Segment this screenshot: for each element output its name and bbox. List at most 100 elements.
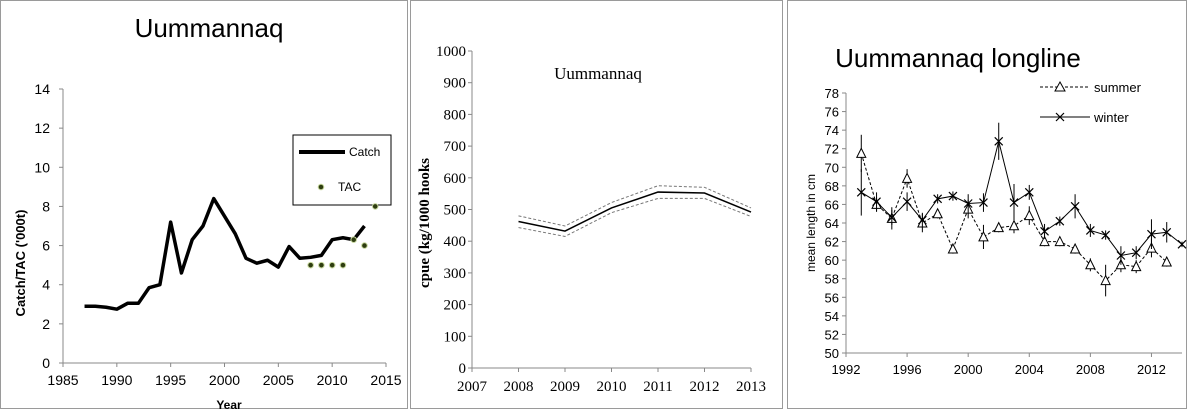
legend-tac-label: TAC bbox=[338, 180, 361, 194]
tac-point bbox=[328, 261, 336, 269]
summer-point bbox=[993, 221, 1005, 233]
y-tick-label: 300 bbox=[444, 266, 467, 282]
winter-point bbox=[979, 198, 988, 207]
summer-point bbox=[932, 207, 943, 219]
x-tick-label: 1996 bbox=[893, 362, 922, 377]
winter-point bbox=[1131, 248, 1141, 258]
y-tick-label: 10 bbox=[34, 159, 50, 175]
cpue-panel: Uummannaq cpue (kg/1000 hooks 0 100 200 300… bbox=[410, 0, 783, 409]
y-tick-label: 1000 bbox=[436, 44, 466, 60]
y-tick-label: 200 bbox=[444, 298, 467, 314]
x-axis-label: Year bbox=[216, 398, 242, 410]
winter-point bbox=[1070, 201, 1080, 211]
winter-point bbox=[887, 213, 897, 222]
y-tick-label: 78 bbox=[825, 86, 839, 101]
x-tick-label: 2009 bbox=[550, 379, 580, 395]
summer-point bbox=[901, 172, 913, 183]
x-tick-label: 2013 bbox=[736, 379, 766, 395]
legend-winter-marker bbox=[1055, 112, 1065, 122]
winter-point bbox=[933, 194, 943, 204]
summer-point bbox=[947, 242, 959, 254]
cpue-chart: Uummannaq cpue (kg/1000 hooks 0 100 200 300… bbox=[417, 44, 766, 395]
y-tick-label: 72 bbox=[825, 142, 839, 157]
y-tick-label: 62 bbox=[825, 235, 839, 250]
x-tick-label: 2008 bbox=[1076, 362, 1105, 377]
mean-length-chart: Uummannaq longline mean length in cm sum… bbox=[804, 43, 1187, 377]
catch-tac-panel: Uummannaq Catch/TAC ('000t) Year Catch T… bbox=[0, 0, 408, 410]
y-tick-label: 60 bbox=[825, 253, 839, 268]
y-tick-label: 74 bbox=[825, 123, 839, 138]
legend-winter-label: winter bbox=[1093, 110, 1129, 125]
tac-point bbox=[307, 261, 314, 269]
y-tick-label: 70 bbox=[825, 160, 839, 175]
x-tick-label: 2015 bbox=[370, 372, 401, 388]
winter-point bbox=[902, 197, 912, 207]
winter-point bbox=[1055, 216, 1065, 226]
y-tick-label: 400 bbox=[444, 234, 467, 250]
x-tick-label: 2010 bbox=[317, 372, 348, 388]
summer-point bbox=[978, 230, 989, 242]
cpue-upper-line bbox=[518, 185, 752, 227]
y-tick-label: 56 bbox=[825, 290, 839, 305]
summer-point bbox=[1085, 258, 1096, 270]
x-tick-label: 1992 bbox=[832, 362, 861, 377]
x-tick-label: 2012 bbox=[690, 379, 720, 395]
winter-point bbox=[1024, 187, 1034, 197]
legend-summer-marker bbox=[1054, 80, 1066, 92]
winter-point bbox=[1177, 239, 1187, 249]
x-tick-label: 2008 bbox=[504, 379, 534, 395]
x-tick-label: 2012 bbox=[1137, 362, 1166, 377]
tac-point bbox=[350, 236, 358, 243]
legend-box bbox=[292, 134, 392, 206]
cpue-estimate-line bbox=[518, 191, 752, 232]
summer-point bbox=[1130, 260, 1142, 272]
x-tick-label: 1985 bbox=[47, 372, 78, 388]
y-tick-label: 76 bbox=[825, 105, 839, 120]
y-tick-label: 500 bbox=[444, 203, 467, 219]
y-tick-label: 800 bbox=[444, 107, 467, 123]
summer-point bbox=[1039, 235, 1050, 247]
y-tick-label: 66 bbox=[825, 197, 839, 212]
tac-point bbox=[361, 242, 368, 249]
x-tick-label: 2007 bbox=[457, 379, 488, 395]
y-tick-label: 58 bbox=[825, 272, 839, 287]
winter-point bbox=[1162, 227, 1172, 237]
y-tick-label: 2 bbox=[42, 316, 50, 332]
tac-point bbox=[371, 203, 379, 210]
x-tick-label: 2010 bbox=[597, 379, 627, 395]
x-tick-label: 2000 bbox=[209, 372, 240, 388]
summer-point bbox=[1161, 255, 1173, 267]
tac-point bbox=[339, 261, 347, 269]
mean-length-panel: Uummannaq longline mean length in cm sum… bbox=[787, 0, 1187, 409]
y-tick-label: 600 bbox=[444, 171, 467, 187]
winter-series-line bbox=[861, 141, 1183, 257]
winter-point bbox=[856, 187, 866, 197]
y-tick-label: 900 bbox=[444, 76, 467, 92]
winter-point bbox=[1040, 226, 1049, 236]
y-tick-label: 8 bbox=[42, 198, 50, 214]
chart-title: Uummannaq longline bbox=[835, 43, 1081, 73]
winter-point bbox=[963, 199, 973, 208]
y-tick-label: 100 bbox=[444, 329, 467, 345]
y-tick-label: 0 bbox=[459, 361, 467, 377]
x-tick-label: 2011 bbox=[643, 379, 672, 395]
y-axis-label: Catch/TAC ('000t) bbox=[13, 210, 28, 317]
summer-point bbox=[1100, 274, 1111, 286]
tac-point bbox=[318, 261, 325, 269]
x-tick-label: 2000 bbox=[954, 362, 983, 377]
y-tick-label: 54 bbox=[825, 309, 839, 324]
winter-point bbox=[872, 197, 881, 207]
cpue-lower-line bbox=[518, 197, 752, 237]
summer-point bbox=[855, 147, 867, 158]
x-tick-label: 1990 bbox=[101, 372, 132, 388]
catch-tac-chart: Uummannaq Catch/TAC ('000t) Year Catch T… bbox=[13, 13, 402, 410]
y-tick-label: 64 bbox=[825, 216, 839, 231]
y-tick-label: 4 bbox=[42, 277, 50, 293]
x-tick-label: 2004 bbox=[1015, 362, 1044, 377]
y-tick-label: 0 bbox=[42, 355, 50, 371]
y-axis-label: cpue (kg/1000 hooks bbox=[417, 158, 433, 288]
legend-catch-label: Catch bbox=[349, 145, 380, 159]
chart-title: Uummannaq bbox=[135, 13, 284, 43]
y-tick-label: 6 bbox=[42, 238, 50, 254]
y-tick-label: 700 bbox=[444, 139, 467, 155]
